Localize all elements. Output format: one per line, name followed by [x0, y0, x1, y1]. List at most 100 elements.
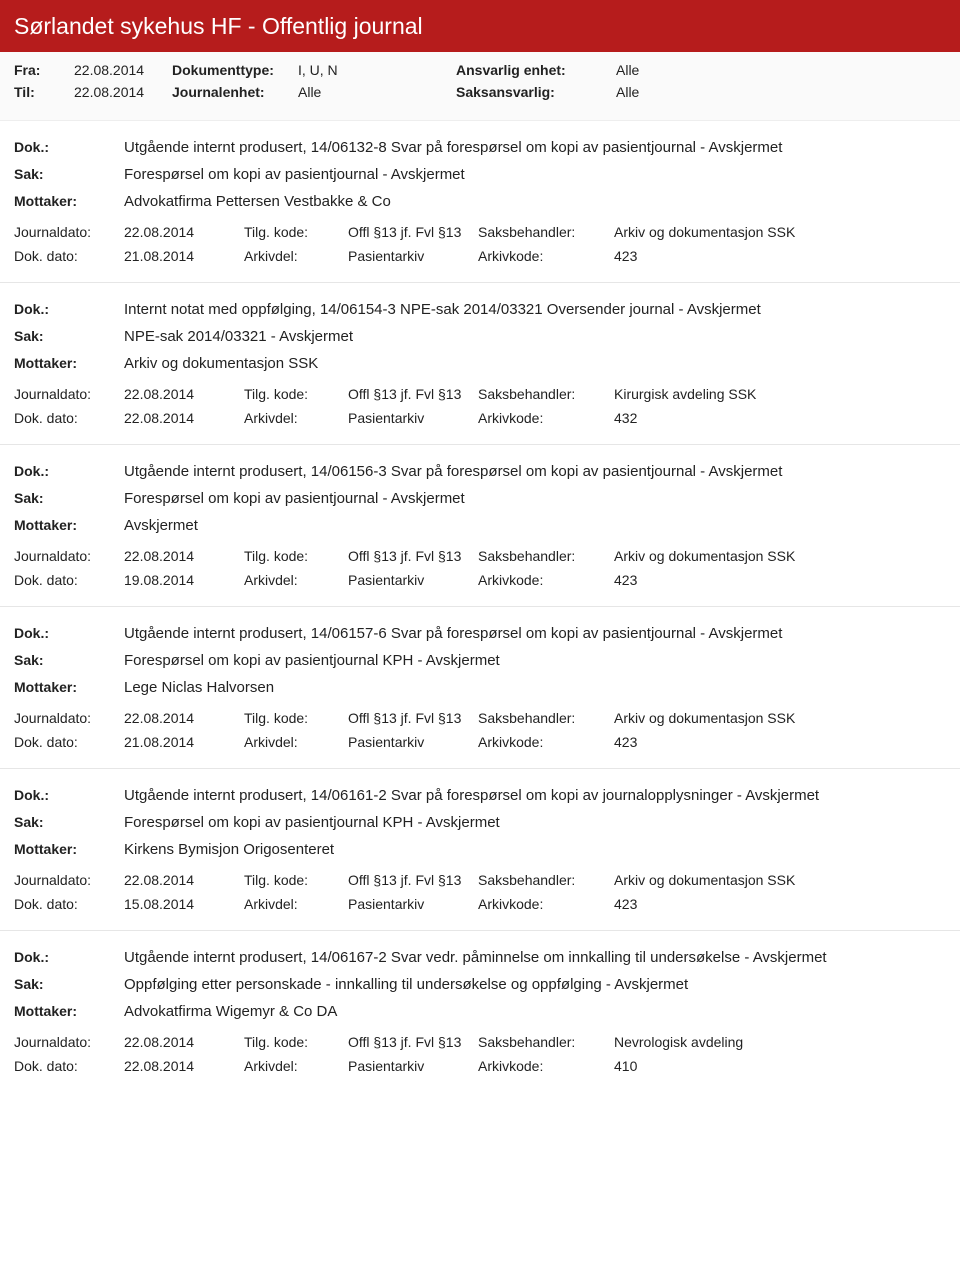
arkivkode-value: 423 [614, 248, 946, 264]
arkivdel-value: Pasientarkiv [348, 248, 478, 264]
dok-label: Dok.: [14, 301, 124, 317]
arkivkode-value: 432 [614, 410, 946, 426]
ansvarlig-enhet-value: Alle [616, 62, 639, 78]
sak-value: Forespørsel om kopi av pasientjournal - … [124, 490, 465, 507]
fra-value: 22.08.2014 [74, 62, 172, 78]
fra-label: Fra: [14, 62, 74, 78]
til-label: Til: [14, 84, 74, 100]
sak-label: Sak: [14, 166, 124, 182]
dokdato-value: 21.08.2014 [124, 248, 244, 264]
journaldato-label: Journaldato: [14, 224, 124, 240]
dokdato-value: 21.08.2014 [124, 734, 244, 750]
dokdato-label: Dok. dato: [14, 248, 124, 264]
sak-value: Forespørsel om kopi av pasientjournal - … [124, 166, 465, 183]
tilgkode-value: Offl §13 jf. Fvl §13 [348, 710, 478, 726]
dok-value: Internt notat med oppfølging, 14/06154-3… [124, 301, 761, 318]
arkivdel-label: Arkivdel: [244, 734, 348, 750]
arkivdel-value: Pasientarkiv [348, 896, 478, 912]
arkivkode-label: Arkivkode: [478, 1058, 614, 1074]
mottaker-label: Mottaker: [14, 193, 124, 209]
arkivkode-label: Arkivkode: [478, 896, 614, 912]
sak-value: Forespørsel om kopi av pasientjournal KP… [124, 814, 500, 831]
title-text: Sørlandet sykehus HF - Offentlig journal [14, 13, 423, 40]
doctype-value: I, U, N [298, 62, 456, 78]
mottaker-label: Mottaker: [14, 679, 124, 695]
dok-value: Utgående internt produsert, 14/06156-3 S… [124, 463, 782, 480]
mottaker-value: Advokatfirma Wigemyr & Co DA [124, 1003, 337, 1020]
sak-label: Sak: [14, 976, 124, 992]
arkivdel-label: Arkivdel: [244, 896, 348, 912]
dok-value: Utgående internt produsert, 14/06161-2 S… [124, 787, 819, 804]
ansvarlig-enhet-label: Ansvarlig enhet: [456, 62, 616, 78]
arkivdel-label: Arkivdel: [244, 1058, 348, 1074]
arkivdel-value: Pasientarkiv [348, 572, 478, 588]
saksbehandler-label: Saksbehandler: [478, 386, 614, 402]
journal-entry: Dok.:Internt notat med oppfølging, 14/06… [0, 283, 960, 445]
dokdato-label: Dok. dato: [14, 572, 124, 588]
journaldato-label: Journaldato: [14, 386, 124, 402]
tilgkode-label: Tilg. kode: [244, 1034, 348, 1050]
journal-entry: Dok.:Utgående internt produsert, 14/0616… [0, 931, 960, 1092]
header-meta: Fra: 22.08.2014 Dokumenttype: I, U, N An… [0, 52, 960, 121]
journaldato-value: 22.08.2014 [124, 224, 244, 240]
arkivdel-value: Pasientarkiv [348, 1058, 478, 1074]
sak-value: Oppfølging etter personskade - innkallin… [124, 976, 688, 993]
til-value: 22.08.2014 [74, 84, 172, 100]
tilgkode-value: Offl §13 jf. Fvl §13 [348, 872, 478, 888]
journaldato-value: 22.08.2014 [124, 872, 244, 888]
arkivkode-value: 423 [614, 896, 946, 912]
saksbehandler-label: Saksbehandler: [478, 872, 614, 888]
dokdato-value: 22.08.2014 [124, 1058, 244, 1074]
mottaker-value: Advokatfirma Pettersen Vestbakke & Co [124, 193, 391, 210]
mottaker-value: Kirkens Bymisjon Origosenteret [124, 841, 334, 858]
arkivkode-value: 423 [614, 734, 946, 750]
saksansvarlig-value: Alle [616, 84, 639, 100]
arkivdel-value: Pasientarkiv [348, 410, 478, 426]
dokdato-value: 19.08.2014 [124, 572, 244, 588]
arkivkode-label: Arkivkode: [478, 734, 614, 750]
mottaker-value: Arkiv og dokumentasjon SSK [124, 355, 318, 372]
journaldato-value: 22.08.2014 [124, 710, 244, 726]
doctype-label: Dokumenttype: [172, 62, 298, 78]
saksbehandler-value: Arkiv og dokumentasjon SSK [614, 548, 946, 564]
dok-value: Utgående internt produsert, 14/06132-8 S… [124, 139, 782, 156]
arkivdel-label: Arkivdel: [244, 410, 348, 426]
arkivdel-label: Arkivdel: [244, 572, 348, 588]
dok-label: Dok.: [14, 949, 124, 965]
saksbehandler-value: Arkiv og dokumentasjon SSK [614, 872, 946, 888]
journal-entry: Dok.:Utgående internt produsert, 14/0615… [0, 445, 960, 607]
dok-label: Dok.: [14, 625, 124, 641]
saksbehandler-label: Saksbehandler: [478, 224, 614, 240]
journaldato-label: Journaldato: [14, 710, 124, 726]
arkivkode-value: 410 [614, 1058, 946, 1074]
dok-value: Utgående internt produsert, 14/06167-2 S… [124, 949, 827, 966]
saksbehandler-label: Saksbehandler: [478, 548, 614, 564]
page-title: Sørlandet sykehus HF - Offentlig journal [0, 0, 960, 52]
journalenhet-label: Journalenhet: [172, 84, 298, 100]
saksbehandler-label: Saksbehandler: [478, 1034, 614, 1050]
journaldato-label: Journaldato: [14, 872, 124, 888]
journaldato-value: 22.08.2014 [124, 548, 244, 564]
mottaker-label: Mottaker: [14, 517, 124, 533]
sak-label: Sak: [14, 652, 124, 668]
dok-label: Dok.: [14, 787, 124, 803]
tilgkode-label: Tilg. kode: [244, 224, 348, 240]
entries-list: Dok.:Utgående internt produsert, 14/0613… [0, 121, 960, 1092]
dokdato-value: 15.08.2014 [124, 896, 244, 912]
tilgkode-value: Offl §13 jf. Fvl §13 [348, 224, 478, 240]
journaldato-label: Journaldato: [14, 548, 124, 564]
saksbehandler-value: Nevrologisk avdeling [614, 1034, 946, 1050]
journal-entry: Dok.:Utgående internt produsert, 14/0613… [0, 121, 960, 283]
arkivdel-value: Pasientarkiv [348, 734, 478, 750]
sak-label: Sak: [14, 814, 124, 830]
tilgkode-value: Offl §13 jf. Fvl §13 [348, 548, 478, 564]
arkivkode-value: 423 [614, 572, 946, 588]
dokdato-label: Dok. dato: [14, 734, 124, 750]
tilgkode-label: Tilg. kode: [244, 548, 348, 564]
arkivkode-label: Arkivkode: [478, 410, 614, 426]
tilgkode-value: Offl §13 jf. Fvl §13 [348, 386, 478, 402]
mottaker-value: Lege Niclas Halvorsen [124, 679, 274, 696]
saksbehandler-value: Kirurgisk avdeling SSK [614, 386, 946, 402]
dok-label: Dok.: [14, 139, 124, 155]
mottaker-label: Mottaker: [14, 355, 124, 371]
